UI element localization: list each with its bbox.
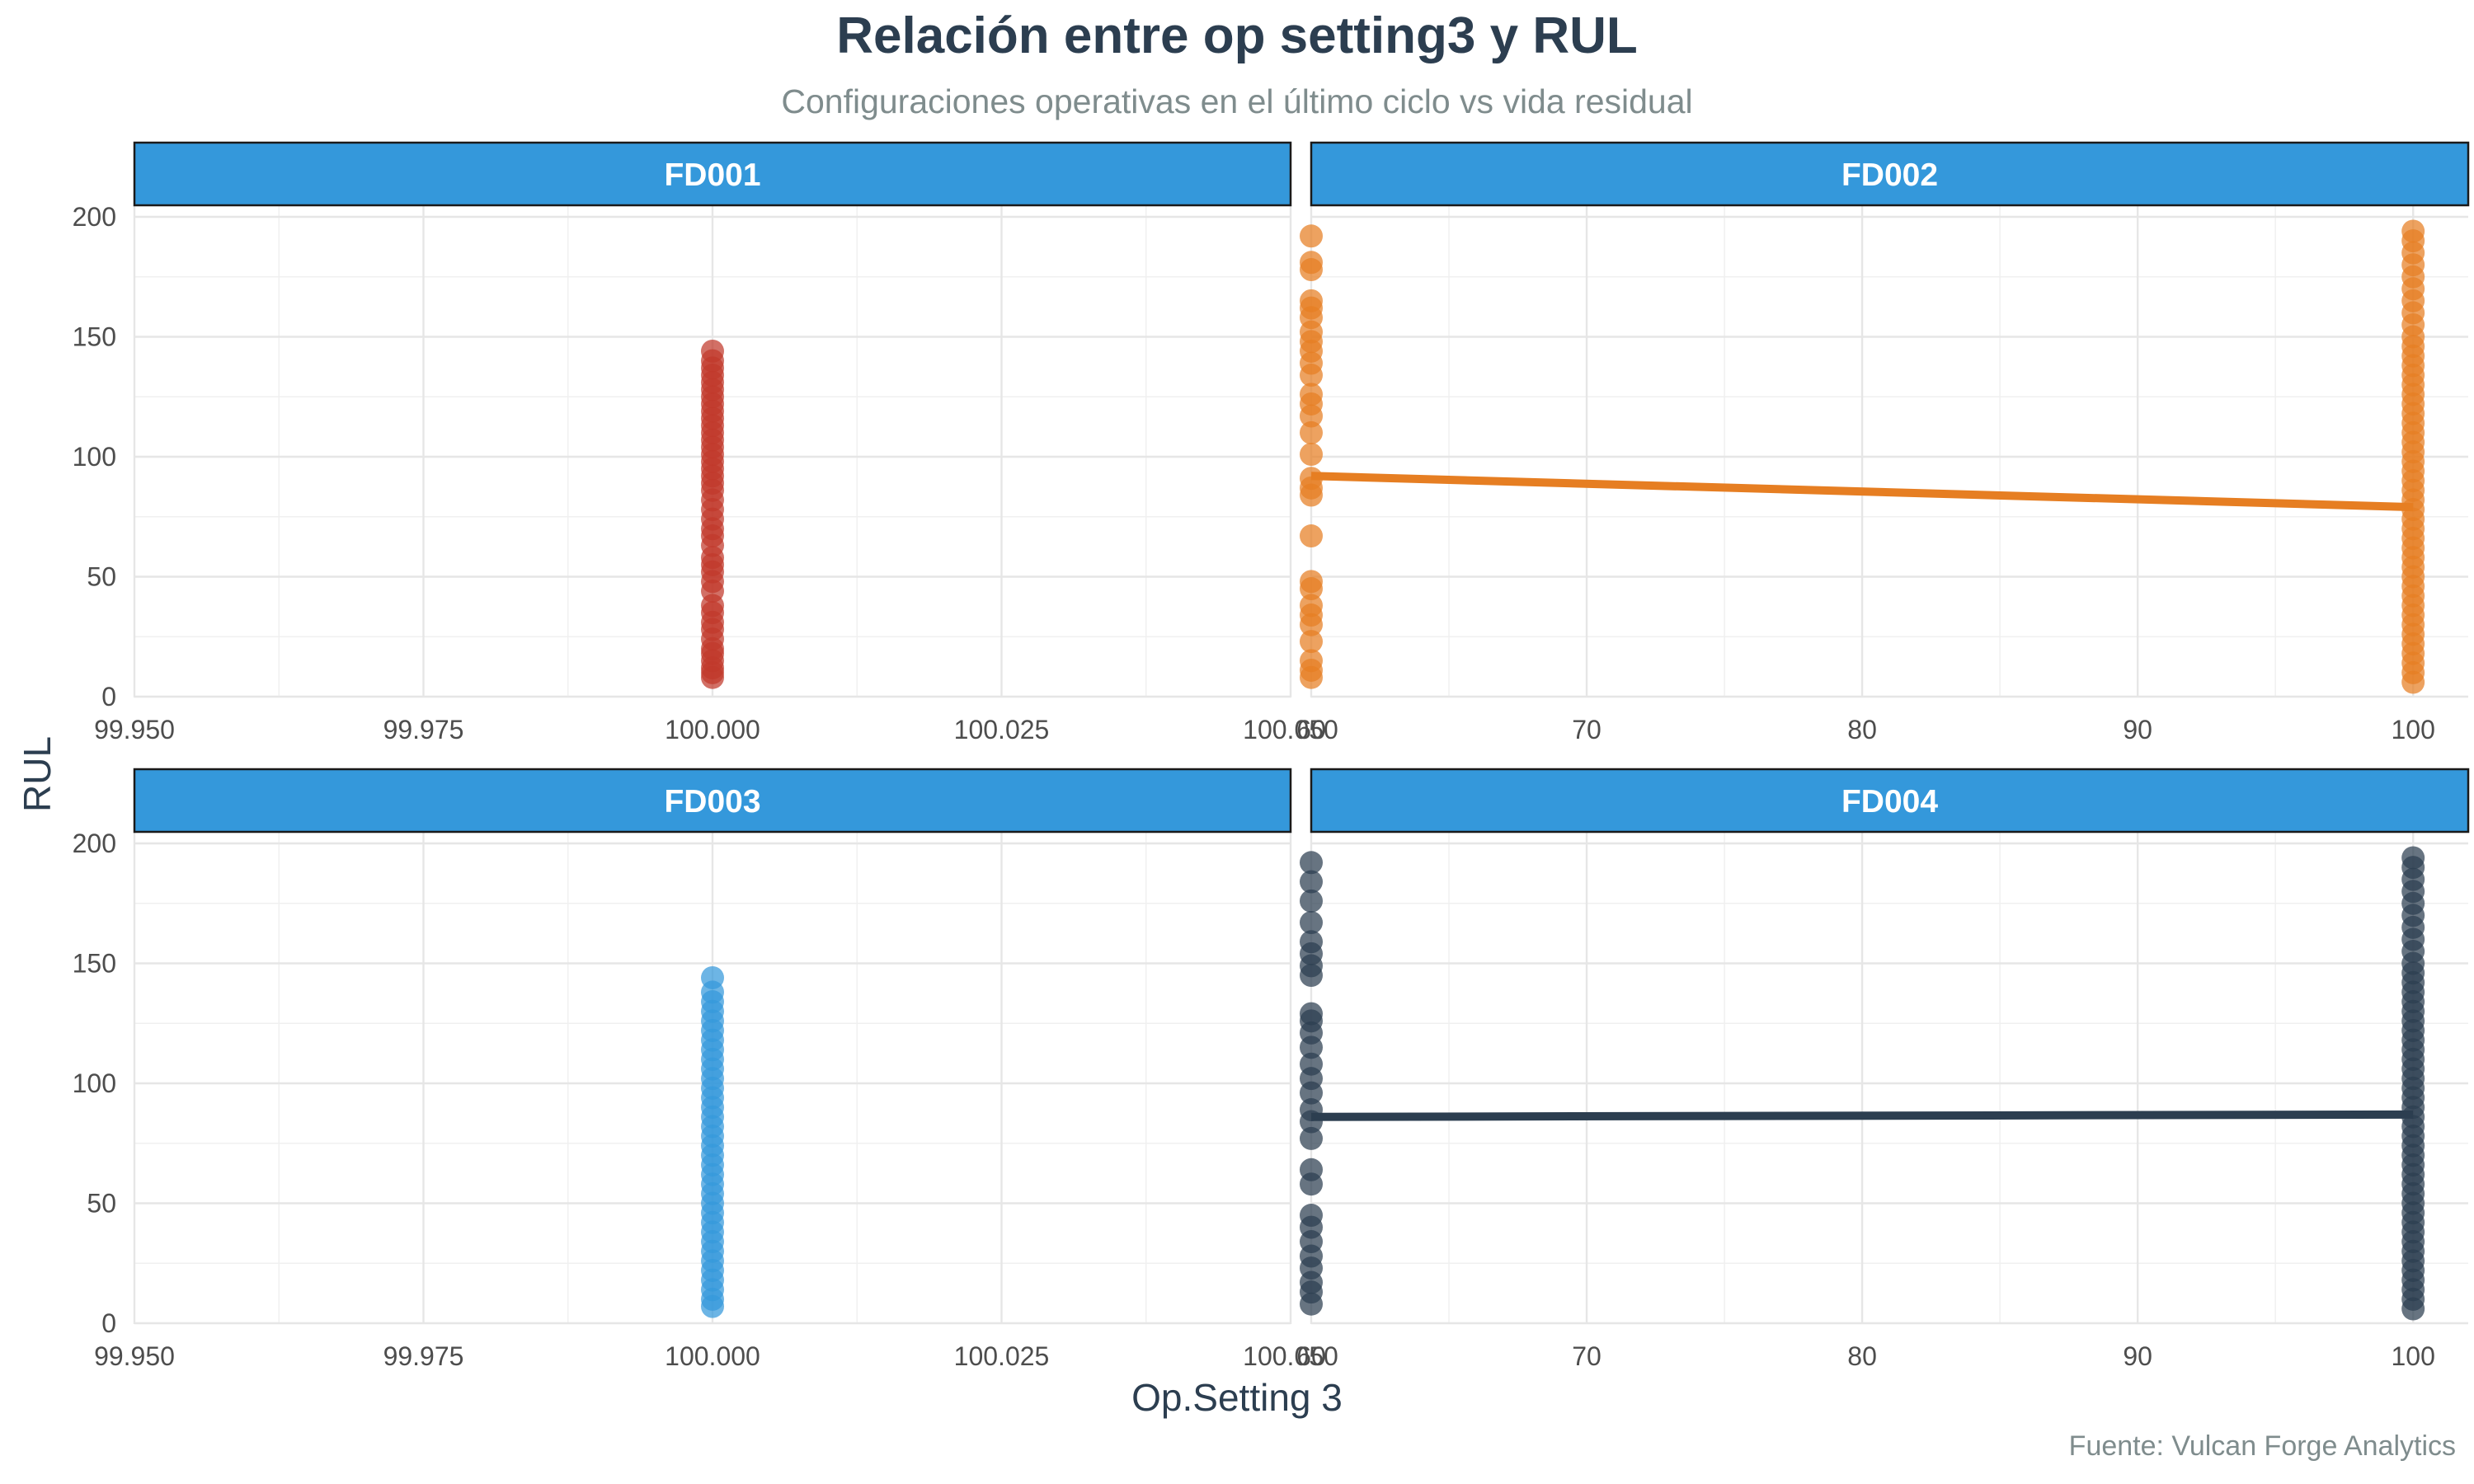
data-point <box>1300 524 1323 548</box>
facet-strip-label: FD001 <box>664 157 760 193</box>
data-point <box>1300 851 1323 875</box>
data-point <box>1300 224 1323 248</box>
data-point <box>1300 420 1323 444</box>
x-tick-label: 80 <box>1847 715 1877 744</box>
x-tick-label: 100.050 <box>1243 715 1338 744</box>
data-point <box>1300 1126 1323 1150</box>
x-tick-label: 90 <box>2123 1341 2152 1371</box>
x-tick-label: 100 <box>2391 1341 2434 1371</box>
data-point <box>1300 870 1323 894</box>
x-tick-label: 99.975 <box>383 1341 464 1371</box>
x-tick-label: 100 <box>2391 715 2434 744</box>
x-axis-label: Op.Setting 3 <box>1131 1376 1343 1419</box>
y-tick-label: 0 <box>101 682 116 711</box>
data-point <box>1300 383 1323 406</box>
x-tick-label: 60 <box>1296 715 1326 744</box>
x-tick-label: 99.975 <box>383 715 464 744</box>
data-point <box>1300 649 1323 673</box>
facet-strip <box>1310 768 2470 834</box>
data-point <box>1300 570 1323 594</box>
data-point <box>1300 1052 1323 1076</box>
trend-line <box>1310 1110 2414 1121</box>
data-point <box>1300 1158 1323 1181</box>
trend-line <box>1310 472 2414 512</box>
x-tick-label: 70 <box>1572 715 1602 744</box>
facet-strip <box>1310 141 2470 207</box>
data-point <box>1300 251 1323 275</box>
facet-strip-label: FD004 <box>1841 784 1938 819</box>
data-point <box>1300 930 1323 954</box>
data-point <box>1300 443 1323 467</box>
y-tick-label: 150 <box>73 949 116 979</box>
x-tick-label: 100.000 <box>665 715 760 744</box>
x-tick-label: 100.025 <box>954 715 1050 744</box>
facet-strip <box>133 141 1292 207</box>
data-point <box>1300 594 1323 618</box>
y-tick-label: 150 <box>73 322 116 352</box>
x-tick-label: 60 <box>1296 1341 1326 1371</box>
x-tick-label: 100.025 <box>954 1341 1050 1371</box>
data-point <box>1300 889 1323 913</box>
y-tick-label: 50 <box>87 562 116 592</box>
facet-strip <box>133 768 1292 834</box>
chart-subtitle: Configuraciones operativas en el último … <box>781 82 1693 120</box>
facet-strip-label: FD003 <box>664 784 760 819</box>
x-tick-label: 99.950 <box>94 715 175 744</box>
x-tick-label: 70 <box>1572 1341 1602 1371</box>
data-point <box>1300 1204 1323 1228</box>
x-tick-label: 99.950 <box>94 1341 175 1371</box>
y-tick-label: 200 <box>73 829 116 858</box>
data-point <box>1300 630 1323 654</box>
x-tick-label: 100.050 <box>1243 1341 1338 1371</box>
y-tick-label: 200 <box>73 202 116 232</box>
chart-title: Relación entre op setting3 y RUL <box>836 7 1638 64</box>
data-point <box>2401 219 2425 243</box>
y-tick-label: 100 <box>73 1068 116 1098</box>
data-point <box>701 339 724 363</box>
x-tick-label: 80 <box>1847 1341 1877 1371</box>
data-point <box>1300 1002 1323 1026</box>
x-tick-label: 90 <box>2123 715 2152 744</box>
y-tick-label: 0 <box>101 1308 116 1338</box>
y-axis-label: RUL <box>16 735 59 812</box>
y-tick-label: 100 <box>73 442 116 472</box>
x-tick-label: 100.000 <box>665 1341 760 1371</box>
data-point <box>701 965 724 989</box>
facet-strip-label: FD002 <box>1841 157 1938 193</box>
data-point <box>2401 846 2425 870</box>
y-tick-label: 50 <box>87 1189 116 1219</box>
data-point <box>1300 911 1323 935</box>
data-point <box>1300 289 1323 312</box>
chart-caption: Fuente: Vulcan Forge Analytics <box>2068 1430 2456 1462</box>
